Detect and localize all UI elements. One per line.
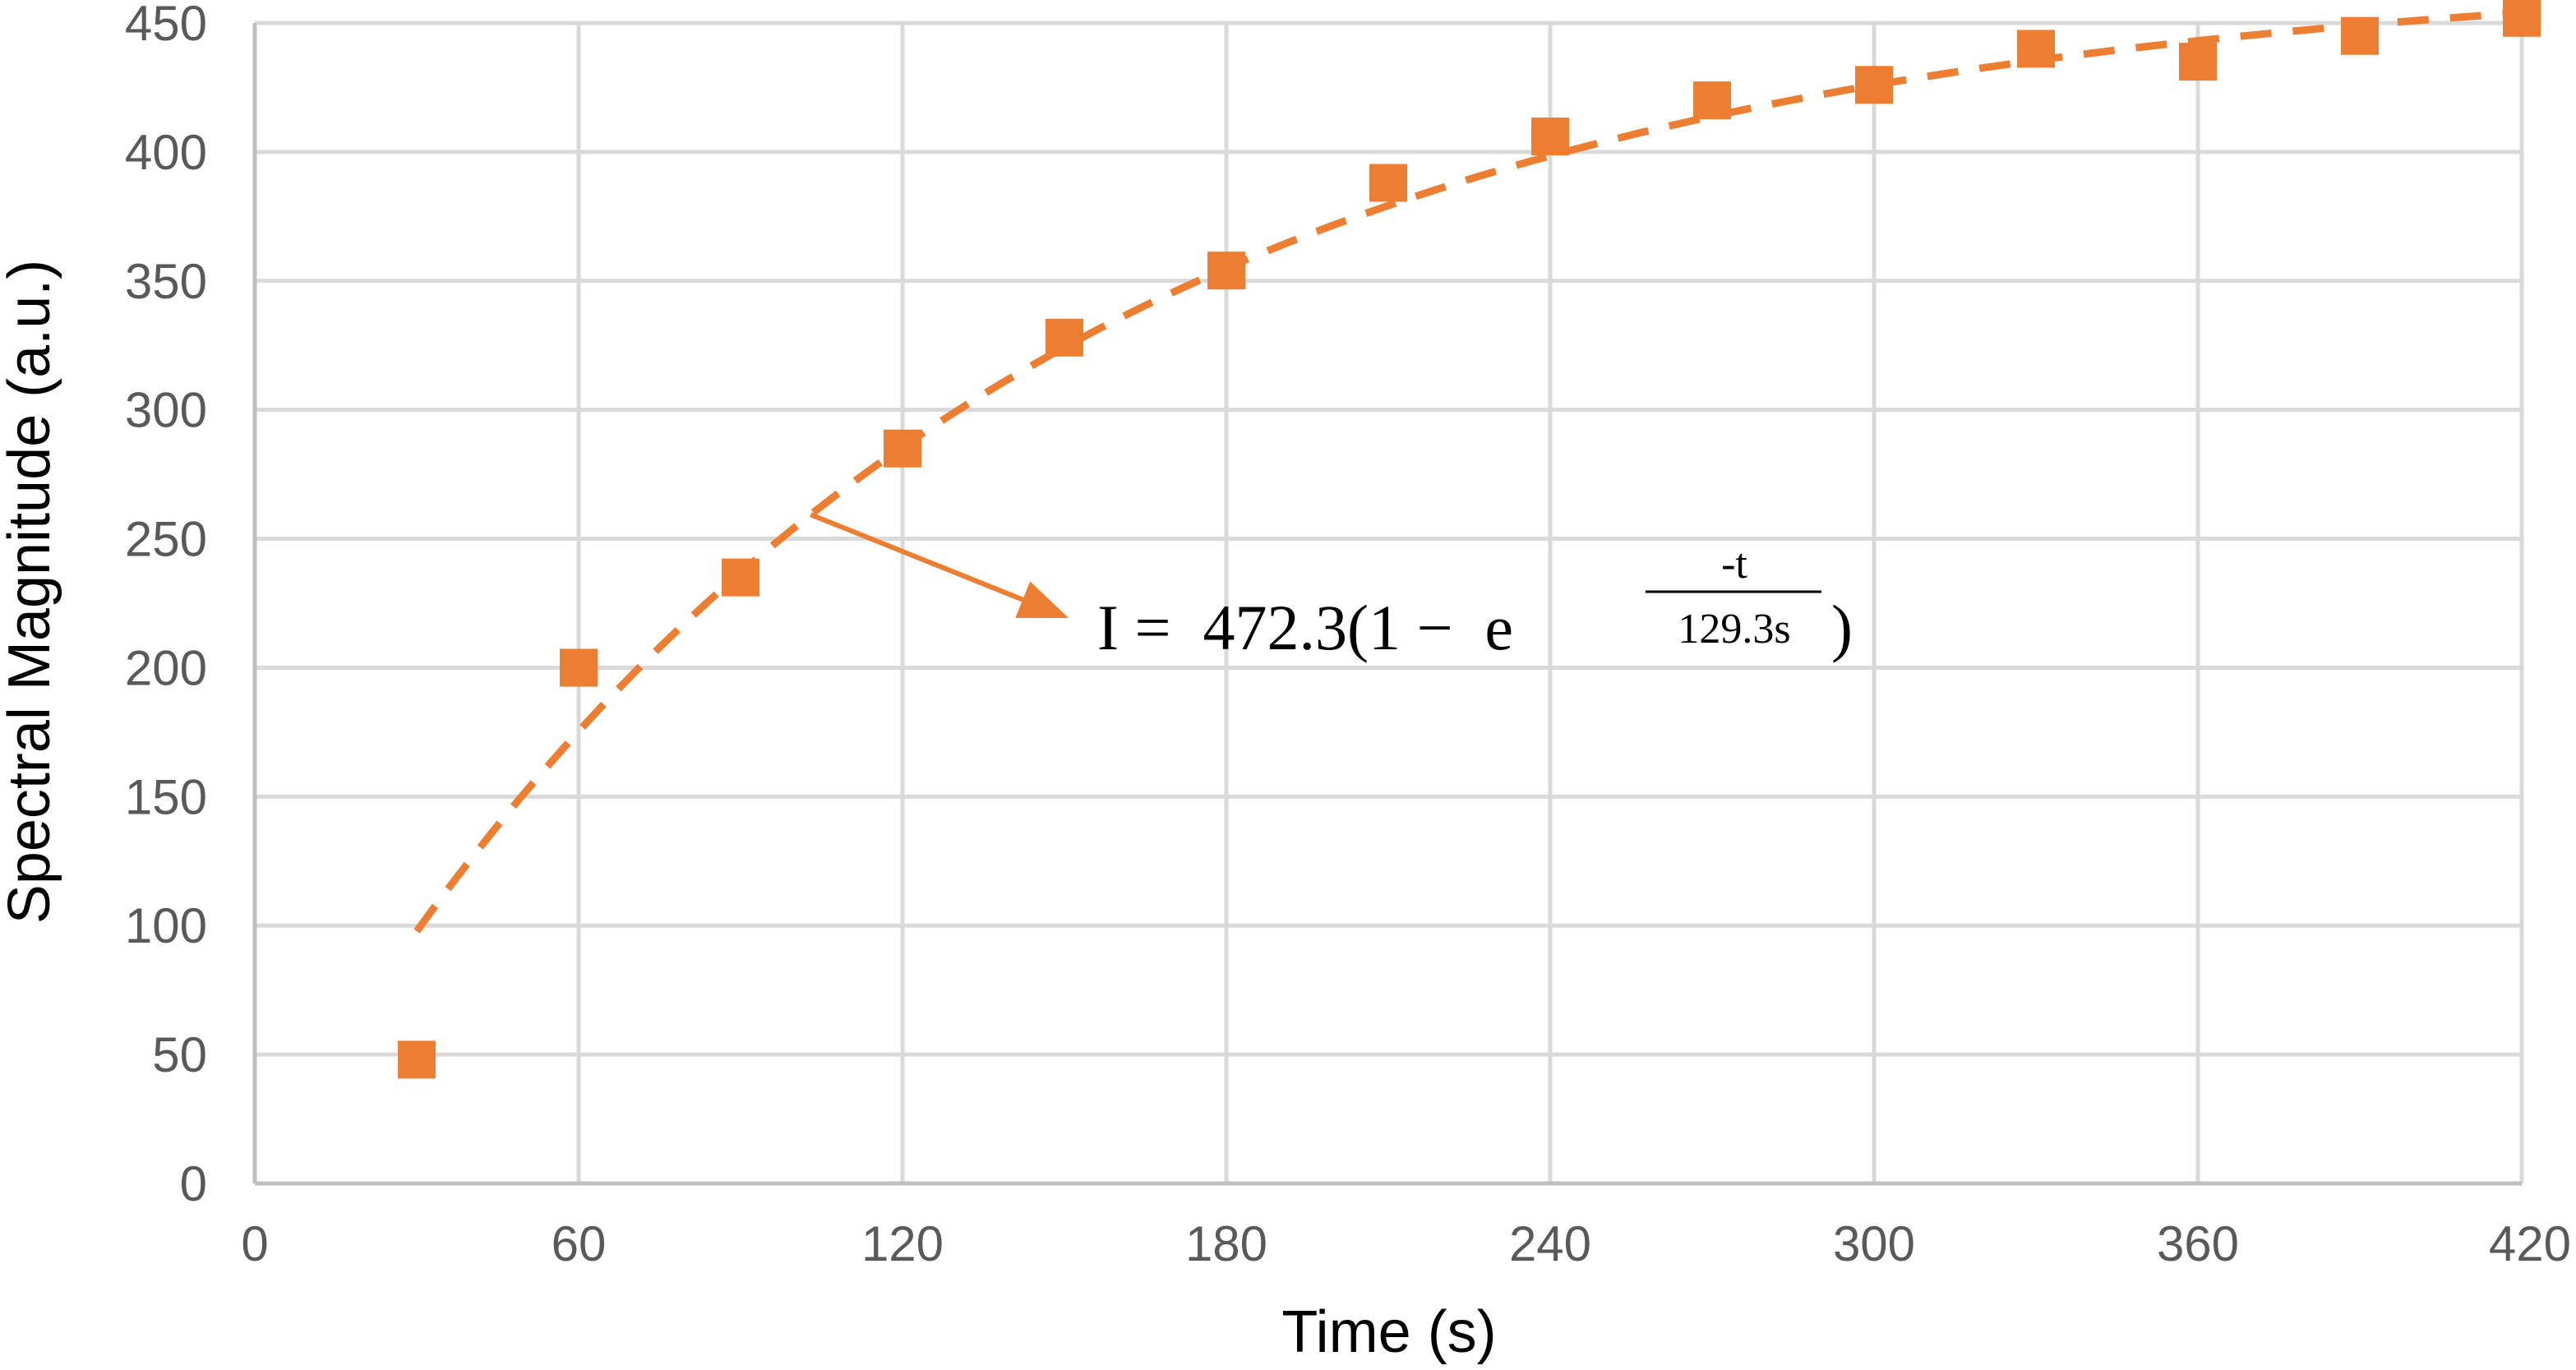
annotation-arrowhead (1015, 581, 1069, 618)
fit-curve-line (413, 9, 2523, 934)
x-tick-label: 420 (2489, 1216, 2571, 1271)
x-tick-label: 300 (1833, 1216, 1915, 1271)
fit-equation-annotation: I = 472.3(1 − e -t 129.3s ) (810, 512, 1853, 663)
fit-equation-exponent-denominator: 129.3s (1678, 606, 1790, 653)
x-tick-label: 120 (861, 1216, 944, 1271)
y-tick-label: 400 (125, 125, 207, 180)
fit-curve (413, 9, 2523, 934)
fit-equation-close: ) (1831, 592, 1853, 663)
y-axis-title: Spectral Magnitude (a.u.) (0, 260, 62, 924)
data-point (2017, 30, 2055, 68)
y-tick-label: 0 (180, 1156, 207, 1211)
data-point (560, 648, 598, 687)
y-tick-label: 150 (125, 769, 207, 824)
x-tick-label: 0 (241, 1216, 268, 1271)
fit-equation-exponent-numerator: -t (1721, 541, 1747, 588)
x-tick-label: 360 (2157, 1216, 2239, 1271)
x-tick-label: 60 (552, 1216, 607, 1271)
data-point (1369, 164, 1407, 202)
data-point (2503, 0, 2541, 37)
x-tick-label: 240 (1509, 1216, 1591, 1271)
gridlines (255, 21, 2524, 1183)
x-axis-title: Time (s) (1281, 1299, 1496, 1365)
data-point (1855, 66, 1893, 104)
data-points (398, 0, 2541, 1079)
data-point (1046, 318, 1083, 357)
axes (252, 23, 2522, 1186)
data-point (1207, 251, 1245, 290)
data-point (722, 558, 759, 597)
y-tick-label: 450 (125, 0, 207, 51)
y-tick-label: 100 (125, 898, 207, 953)
y-tick-label: 300 (125, 383, 207, 438)
annotation-arrow (810, 512, 1024, 602)
fit-equation-lead: I = 472.3(1 − e (1097, 592, 1513, 663)
data-point (2341, 16, 2379, 55)
x-tick-label: 180 (1185, 1216, 1267, 1271)
data-point (1531, 118, 1569, 156)
data-point (2179, 43, 2217, 81)
data-point (884, 429, 921, 468)
y-tick-label: 50 (152, 1027, 207, 1082)
y-tick-label: 350 (125, 254, 207, 309)
y-tick-label: 200 (125, 640, 207, 695)
tick-labels: 0 50 100 150 200 250 300 350 400 450 0 60 120 180 240 3… (125, 0, 2571, 1271)
y-tick-label: 250 (125, 512, 207, 567)
data-point (1693, 81, 1731, 120)
data-point (398, 1040, 436, 1079)
